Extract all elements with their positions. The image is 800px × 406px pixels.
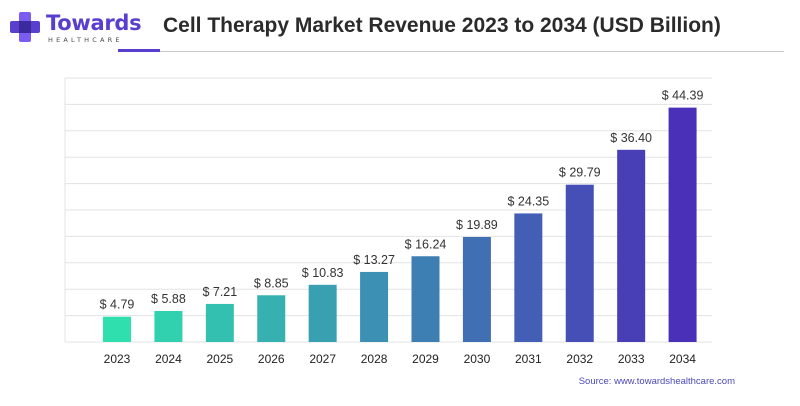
- value-label-2024: $ 5.88: [151, 292, 186, 306]
- x-axis-labels: 2023 2024 2025 2026 2027 2028 2029 2030 2031 2032…: [104, 352, 697, 366]
- bar-2031: [514, 213, 543, 342]
- x-tick-label-2034: 2034: [669, 352, 696, 366]
- value-label-2033: $ 36.40: [610, 131, 652, 145]
- value-labels: $ 4.79 $ 5.88 $ 7.21 $ 8.85 $ 10.83 $ 13.27 $ …: [100, 89, 704, 312]
- towards-healthcare-logo: Towards HEALTHCARE: [8, 8, 158, 48]
- source-note: Source: www.towardshealthcare.com: [578, 376, 735, 387]
- x-tick-label-2026: 2026: [258, 352, 285, 366]
- header-accent-bar: [118, 49, 160, 52]
- value-label-2027: $ 10.83: [302, 266, 344, 280]
- value-label-2023: $ 4.79: [100, 298, 135, 312]
- x-tick-label-2029: 2029: [412, 352, 439, 366]
- x-tick-label-2024: 2024: [155, 352, 182, 366]
- gridlines: [64, 77, 712, 343]
- bar-2034: [668, 107, 697, 343]
- x-tick-label-2023: 2023: [104, 352, 131, 366]
- x-tick-label-2027: 2027: [309, 352, 336, 366]
- bar-2024: [154, 310, 183, 342]
- bar-2033: [617, 149, 646, 342]
- logo-tagline: HEALTHCARE: [48, 36, 123, 44]
- x-tick-label-2033: 2033: [618, 352, 645, 366]
- bar-2027: [308, 284, 337, 342]
- value-label-2030: $ 19.89: [456, 218, 498, 232]
- bar-2023: [103, 316, 131, 342]
- value-label-2026: $ 8.85: [254, 276, 289, 290]
- bar-2026: [257, 295, 286, 342]
- x-tick-label-2025: 2025: [206, 352, 233, 366]
- bar-2030: [462, 236, 491, 342]
- value-label-2032: $ 29.79: [559, 166, 601, 180]
- x-tick-label-2030: 2030: [464, 352, 491, 366]
- bar-2029: [411, 256, 440, 342]
- bars: [103, 107, 697, 343]
- logo-name: Towards: [46, 11, 142, 35]
- value-label-2028: $ 13.27: [353, 253, 395, 267]
- value-label-2031: $ 24.35: [507, 194, 549, 208]
- header-divider: [160, 51, 784, 52]
- value-label-2029: $ 16.24: [405, 237, 447, 251]
- plus-cross-icon: [10, 12, 40, 42]
- value-label-2034: $ 44.39: [662, 89, 704, 103]
- x-tick-label-2028: 2028: [361, 352, 388, 366]
- value-label-2025: $ 7.21: [202, 285, 237, 299]
- bar-2032: [565, 184, 594, 342]
- bar-2025: [205, 303, 234, 342]
- chart-header: Towards HEALTHCARE Cell Therapy Market R…: [0, 0, 800, 62]
- x-tick-label-2032: 2032: [566, 352, 593, 366]
- bar-2028: [360, 271, 389, 342]
- chart-title: Cell Therapy Market Revenue 2023 to 2034…: [163, 14, 721, 37]
- x-tick-label-2031: 2031: [515, 352, 542, 366]
